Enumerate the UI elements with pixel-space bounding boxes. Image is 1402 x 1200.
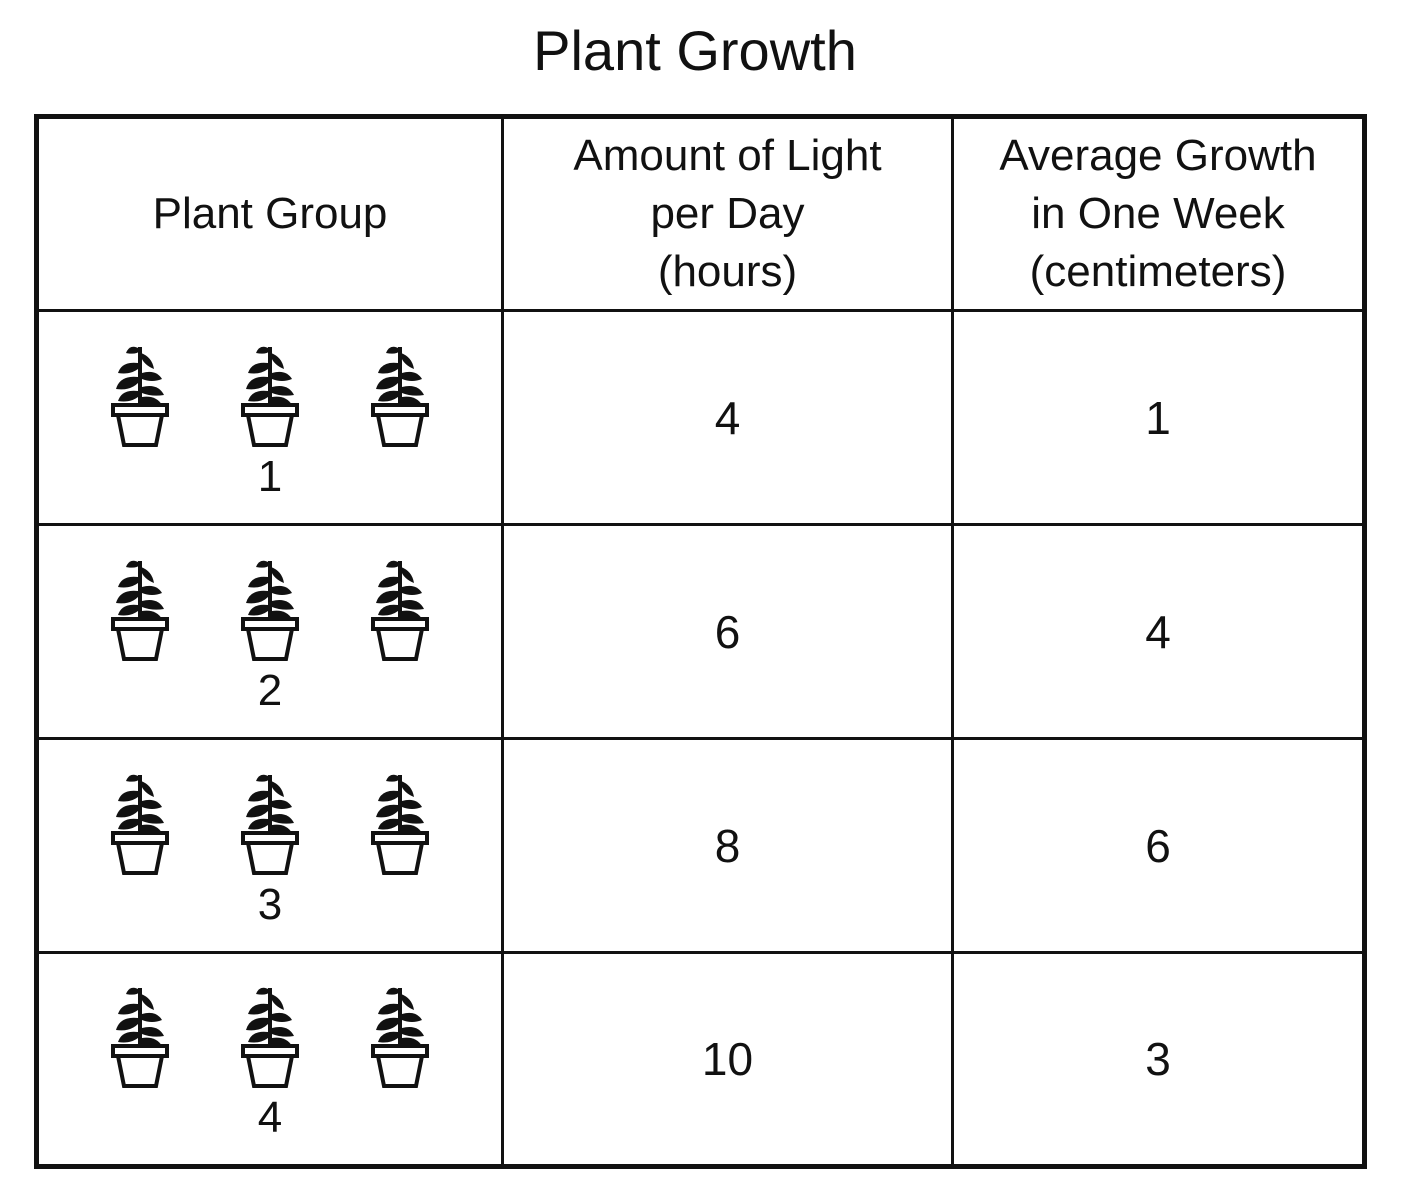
plant-group-cell: 3 [35, 737, 504, 954]
header-growth-line3: (centimeters) [1029, 247, 1287, 296]
header-plant-group-label: Plant Group [152, 189, 388, 238]
plant-growth-table: Plant Group Amount of Light per Day (hou… [34, 114, 1367, 1169]
light-value: 10 [701, 1033, 754, 1085]
table-row: 4 10 3 [35, 951, 1366, 1168]
growth-value: 3 [1145, 1033, 1171, 1085]
plant-group-cell: 1 [35, 309, 504, 526]
growth-cell: 6 [951, 737, 1366, 954]
light-value: 4 [714, 391, 741, 444]
potted-plant-icon [359, 339, 441, 449]
growth-cell: 1 [951, 309, 1366, 526]
growth-value: 1 [1145, 391, 1171, 444]
plant-group-cell: 4 [35, 951, 504, 1168]
header-growth-line2: in One Week [1031, 189, 1285, 238]
potted-plant-icon [229, 339, 311, 449]
light-cell: 8 [501, 737, 954, 954]
page-title: Plant Growth [533, 19, 857, 82]
growth-cell: 3 [951, 951, 1366, 1168]
header-light-line1: Amount of Light [573, 131, 882, 180]
growth-value: 6 [1145, 819, 1171, 872]
light-value: 8 [714, 819, 741, 872]
plant-icons [39, 980, 501, 1090]
header-growth-line1: Average Growth [999, 131, 1317, 180]
light-cell: 4 [501, 309, 954, 526]
potted-plant-icon [359, 553, 441, 663]
potted-plant-icon [99, 339, 181, 449]
header-growth: Average Growth in One Week (centimeters) [951, 115, 1366, 312]
header-light-line2: per Day [650, 189, 805, 238]
header-light: Amount of Light per Day (hours) [501, 115, 954, 312]
header-row: Plant Group Amount of Light per Day (hou… [35, 115, 1366, 312]
potted-plant-icon [99, 553, 181, 663]
plant-group-number: 4 [257, 1093, 283, 1142]
growth-value: 4 [1145, 605, 1171, 658]
potted-plant-icon [99, 980, 181, 1090]
light-value: 6 [714, 605, 741, 658]
potted-plant-icon [359, 980, 441, 1090]
potted-plant-icon [359, 767, 441, 877]
growth-cell: 4 [951, 523, 1366, 740]
potted-plant-icon [99, 767, 181, 877]
header-plant-group: Plant Group [35, 115, 504, 312]
light-cell: 10 [501, 951, 954, 1168]
plant-icons [39, 767, 501, 877]
table-row: 3 8 6 [35, 737, 1366, 954]
potted-plant-icon [229, 553, 311, 663]
plant-group-number: 3 [257, 879, 283, 929]
plant-group-number: 1 [257, 451, 283, 501]
light-cell: 6 [501, 523, 954, 740]
plant-icons [39, 553, 501, 663]
table-row: 1 4 1 [35, 309, 1366, 526]
table-row: 2 6 4 [35, 523, 1366, 740]
potted-plant-icon [229, 767, 311, 877]
plant-icons [39, 339, 501, 449]
plant-group-number: 2 [257, 665, 283, 715]
header-light-line3: (hours) [657, 247, 798, 296]
plant-group-cell: 2 [35, 523, 504, 740]
potted-plant-icon [229, 980, 311, 1090]
